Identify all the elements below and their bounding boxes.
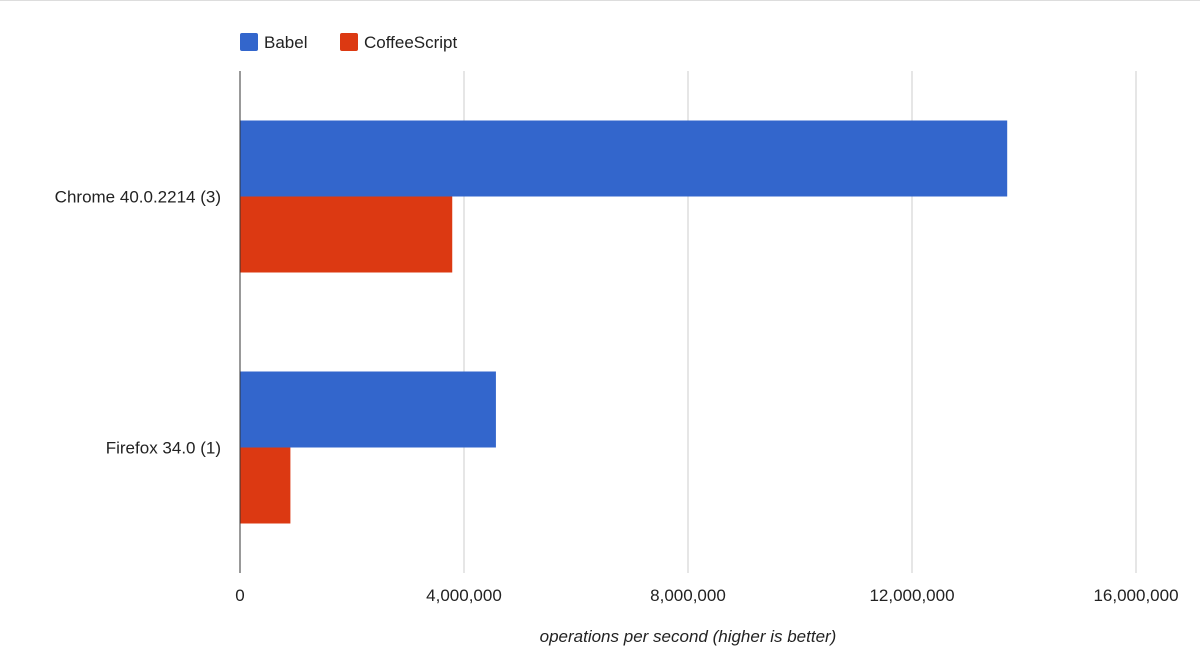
legend-label: CoffeeScript <box>364 33 458 52</box>
x-tick-label: 8,000,000 <box>650 586 726 605</box>
bars <box>240 120 1008 524</box>
top-border <box>0 0 1200 1</box>
category-label: Chrome 40.0.2214 (3) <box>55 188 221 207</box>
category-label: Firefox 34.0 (1) <box>106 439 221 458</box>
x-tick-label: 0 <box>235 586 244 605</box>
legend-swatch <box>340 33 358 51</box>
bar-babel-2[interactable] <box>240 371 496 448</box>
bar-coffeescript-2[interactable] <box>240 447 291 524</box>
category-labels: Chrome 40.0.2214 (3) Firefox 34.0 (1) <box>55 188 221 458</box>
legend[interactable]: Babel CoffeeScript <box>240 33 458 52</box>
bar-babel-1[interactable] <box>240 120 1008 197</box>
legend-label: Babel <box>264 33 307 52</box>
x-tick-label: 16,000,000 <box>1093 586 1178 605</box>
x-tick-label: 4,000,000 <box>426 586 502 605</box>
x-tick-labels: 0 4,000,000 8,000,000 12,000,000 16,000,000 <box>235 586 1178 605</box>
bar-coffeescript-1[interactable] <box>240 196 453 273</box>
x-axis-title: operations per second (higher is better) <box>540 627 837 646</box>
legend-item-coffeescript[interactable]: CoffeeScript <box>340 33 458 52</box>
legend-item-babel[interactable]: Babel <box>240 33 307 52</box>
x-tick-label: 12,000,000 <box>869 586 954 605</box>
legend-swatch <box>240 33 258 51</box>
